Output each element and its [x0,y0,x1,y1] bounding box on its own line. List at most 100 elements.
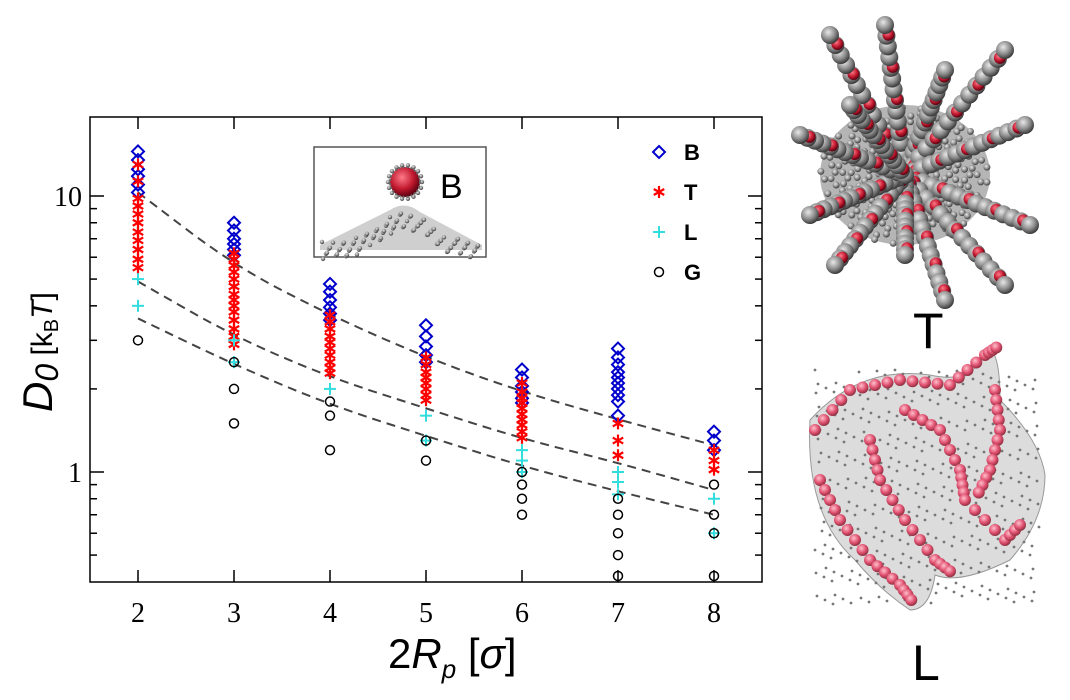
point-G [324,396,336,407]
membrane-bead-l [916,482,920,486]
particle-l [916,414,929,426]
point-B [322,292,338,308]
membrane-bead-t [854,165,862,173]
membrane-bead-l [831,602,835,606]
membrane-bead-l [867,420,871,424]
series-G [132,335,720,582]
membrane-bead-l [900,529,904,533]
membrane-bead-l [828,478,832,482]
membrane-bead-l [926,532,930,536]
membrane-bead-l [853,513,857,517]
membrane-bead-l [872,535,876,539]
membrane-bead-l [1034,456,1038,460]
membrane-bead-l [917,560,921,564]
tube-bead-t [936,61,954,79]
membrane-bead-l [885,419,889,423]
membrane-bead-t [945,200,953,208]
membrane-bead [327,245,333,250]
membrane-bead-l [961,382,965,386]
membrane-bead-l [959,571,963,575]
membrane-bead-l [1032,590,1036,594]
tube-bead-t [801,206,819,224]
membrane-bead-t [834,211,842,219]
membrane-bead-l [949,521,953,525]
particle-l [919,376,931,389]
particle-l [849,534,861,546]
particle-l [874,474,886,486]
membrane-bead-l [937,370,941,374]
membrane-bead-l [1032,410,1036,414]
membrane-bead-l [919,426,923,430]
point-B [610,394,626,409]
membrane-bead-l [968,543,972,547]
membrane-bead [319,239,325,245]
membrane-bead-l [855,504,859,508]
membrane-bead-l [999,481,1003,485]
membrane-bead-l [944,586,948,590]
point-G [612,527,624,539]
point-T [708,444,720,457]
membrane-bead-l [1022,595,1026,599]
membrane-bead-l [964,396,968,400]
membrane-bead-l [830,579,834,583]
membrane-bead-l [897,460,901,464]
membrane-bead-l [941,517,945,521]
particle-l [944,379,956,391]
particle-l [814,474,826,486]
membrane-bead-t [971,158,979,166]
membrane-bead-l [827,455,831,459]
membrane-bead-t [952,176,960,184]
membrane-bead-l [910,579,914,583]
membrane-bead-l [876,392,880,396]
point-G [228,356,240,368]
membrane-bead-l [859,596,863,600]
point-L [132,273,144,286]
membrane-bead [448,245,454,250]
membrane-bead-l [951,512,955,516]
point-B [322,284,338,300]
membrane-bead-t [844,174,852,182]
membrane-bead [394,218,400,223]
membrane-bead-l [862,430,866,434]
point-G [708,570,720,582]
tube-bead-t [876,16,894,34]
fit-line [137,191,715,447]
membrane-bead-l [834,381,838,385]
membrane-bead-l [960,594,964,598]
membrane-bead-l [1015,379,1019,383]
tube-bead-t [996,41,1014,59]
membrane-bead-l [863,453,867,457]
membrane-bead-l [890,479,894,483]
membrane-bead-l [816,437,820,441]
membrane-bead [428,229,434,234]
membrane-bead-l [880,539,884,543]
point-L [420,409,432,422]
membrane-bead-l [893,423,897,427]
membrane-bead [445,249,451,254]
particle-l [869,454,881,466]
membrane-bead-l [929,601,933,605]
membrane-bead-l [861,407,865,411]
y-tick-label: 10 [54,182,82,213]
membrane-bead-t [941,137,949,145]
membrane-bead [425,232,431,237]
membrane-bead-l [1003,573,1007,577]
membrane-bead-l [844,486,848,490]
particle-shell-bead [386,173,392,179]
membrane-bead-l [868,388,872,392]
membrane-bead-l [952,590,956,594]
point-G [612,570,624,582]
membrane-bead-l [936,582,940,586]
tube-bead-t [821,26,839,44]
membrane-bead-l [981,372,985,376]
membrane-bead-l [920,449,924,453]
membrane-bead-l [1014,411,1018,415]
membrane-bead-t [853,207,861,215]
membrane-bead-l [984,496,988,500]
membrane-bead [452,240,458,246]
membrane-bead-l [854,481,858,485]
membrane-bead-l [902,395,906,399]
membrane-bead-l [813,548,817,552]
membrane-bead-l [856,582,860,586]
